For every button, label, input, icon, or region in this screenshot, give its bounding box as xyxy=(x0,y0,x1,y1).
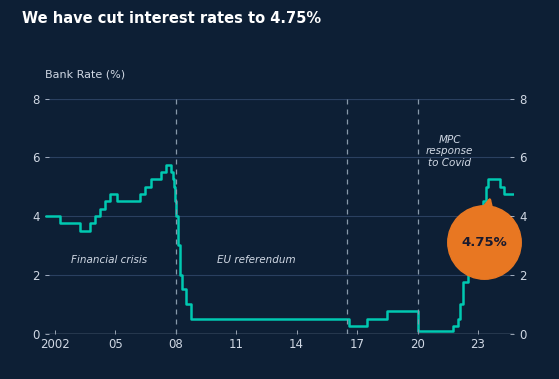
Text: 4.75%: 4.75% xyxy=(461,236,507,249)
Text: Financial crisis: Financial crisis xyxy=(71,255,147,265)
Point xyxy=(480,240,489,246)
Text: EU referendum: EU referendum xyxy=(217,255,296,265)
Text: MPC
response
to Covid: MPC response to Covid xyxy=(426,135,473,168)
Text: Bank Rate (%): Bank Rate (%) xyxy=(45,70,125,80)
Text: We have cut interest rates to 4.75%: We have cut interest rates to 4.75% xyxy=(22,11,321,27)
